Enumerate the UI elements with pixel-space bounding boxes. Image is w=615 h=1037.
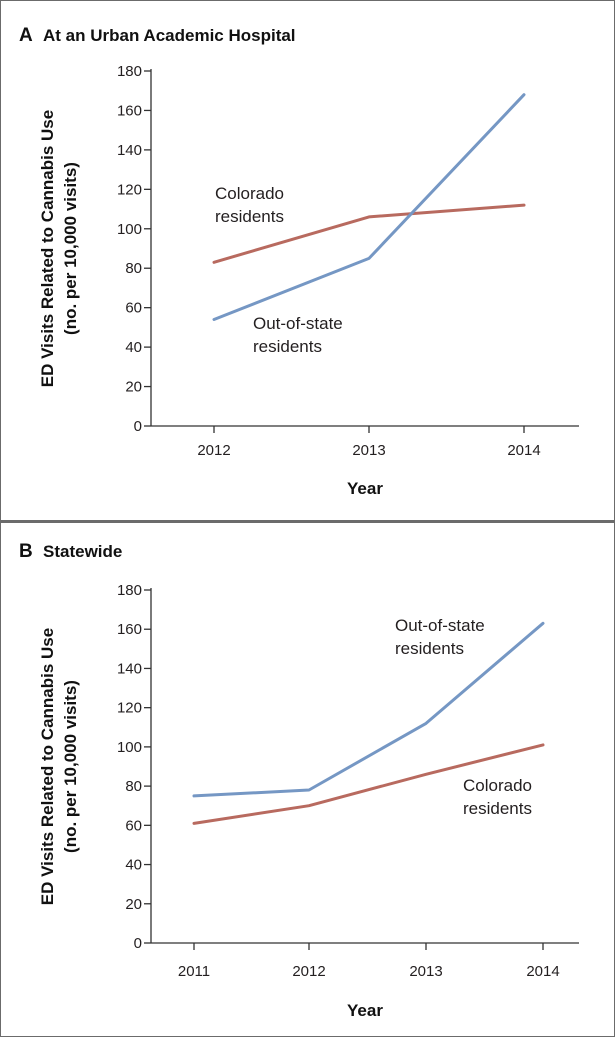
- panel-a-x-tick-label: 2013: [352, 442, 385, 459]
- panel-a-title: At an Urban Academic Hospital: [43, 26, 296, 45]
- panel-b-x-tick-label: 2013: [409, 963, 442, 980]
- panel-a-y-tick-label: 100: [117, 221, 142, 238]
- panel-b-y-tick-label: 160: [117, 621, 142, 638]
- panel-a-series-label-out-of-state-residents: residents: [253, 337, 322, 356]
- panel-a-y-axis-title: ED Visits Related to Cannabis Use: [38, 110, 57, 387]
- panel-b-y-axis-title: ED Visits Related to Cannabis Use: [38, 628, 57, 905]
- panel-b-y-tick-label: 60: [125, 817, 142, 834]
- panel-b-x-tick-label: 2014: [526, 963, 559, 980]
- panel-b-y-tick-label: 180: [117, 582, 142, 599]
- panel-a-series-label-out-of-state-residents: Out-of-state: [253, 314, 343, 333]
- panel-b-y-tick-label: 0: [134, 935, 142, 952]
- panel-b-x-tick-label: 2011: [178, 963, 210, 980]
- panel-b-x-tick-label: 2012: [292, 963, 325, 980]
- panel-b-y-tick-label: 40: [125, 857, 142, 874]
- panel-b-y-tick-label: 140: [117, 660, 142, 677]
- panel-a-x-tick-label: 2012: [197, 442, 230, 459]
- panel-a-y-tick-label: 40: [125, 339, 142, 356]
- panel-a-y-tick-label: 120: [117, 181, 142, 198]
- panel-divider: [1, 520, 614, 523]
- panel-b-y-tick-label: 100: [117, 739, 142, 756]
- panel-b-series-label-out-of-state-residents: Out-of-state: [395, 616, 485, 635]
- panel-b-y-tick-label: 20: [125, 896, 142, 913]
- panel-a-series-label-colorado-residents: Colorado: [215, 184, 284, 203]
- panel-b-letter: B: [19, 541, 33, 562]
- panel-a-chart: 0 20 40 60 80 100 120 140 160 180 2012 2013 2014 Year…: [38, 63, 579, 498]
- panel-a-y-tick-label: 20: [125, 379, 142, 396]
- panel-a-series-colorado-residents: [212, 203, 526, 264]
- panel-b-title: Statewide: [43, 542, 122, 561]
- panel-b-chart: 0 20 40 60 80 100 120 140 160 180 2011 2012 2013 2014…: [38, 582, 579, 1020]
- panel-b-series-label-out-of-state-residents: residents: [395, 639, 464, 658]
- panel-a-series-label-colorado-residents: residents: [215, 207, 284, 226]
- panel-a-y-tick-label: 160: [117, 102, 142, 119]
- panel-a-y-tick-label: 180: [117, 63, 142, 80]
- panel-a-x-tick-label: 2014: [507, 442, 540, 459]
- panel-b-y-tick-label: 80: [125, 778, 142, 795]
- panel-a-x-axis-title: Year: [347, 479, 383, 498]
- panel-b-series-label-colorado-residents: residents: [463, 799, 532, 818]
- panel-a-y-tick-label: 0: [134, 418, 142, 435]
- panel-a-letter: A: [19, 25, 33, 46]
- panel-b-series-colorado-residents: [192, 743, 545, 825]
- panel-a-series-out-of-state-residents: [212, 93, 526, 321]
- panel-a-y-axis-subtitle: (no. per 10,000 visits): [61, 162, 80, 335]
- panel-b-series-label-colorado-residents: Colorado: [463, 776, 532, 795]
- panel-a-y-tick-label: 80: [125, 260, 142, 277]
- panel-a-y-tick-label: 60: [125, 300, 142, 317]
- panel-a-y-tick-label: 140: [117, 142, 142, 159]
- panel-b-y-axis-subtitle: (no. per 10,000 visits): [61, 680, 80, 853]
- panel-b-series-out-of-state-residents: [192, 621, 545, 798]
- panel-b-y-tick-label: 120: [117, 700, 142, 717]
- panel-b-x-axis-title: Year: [347, 1001, 383, 1020]
